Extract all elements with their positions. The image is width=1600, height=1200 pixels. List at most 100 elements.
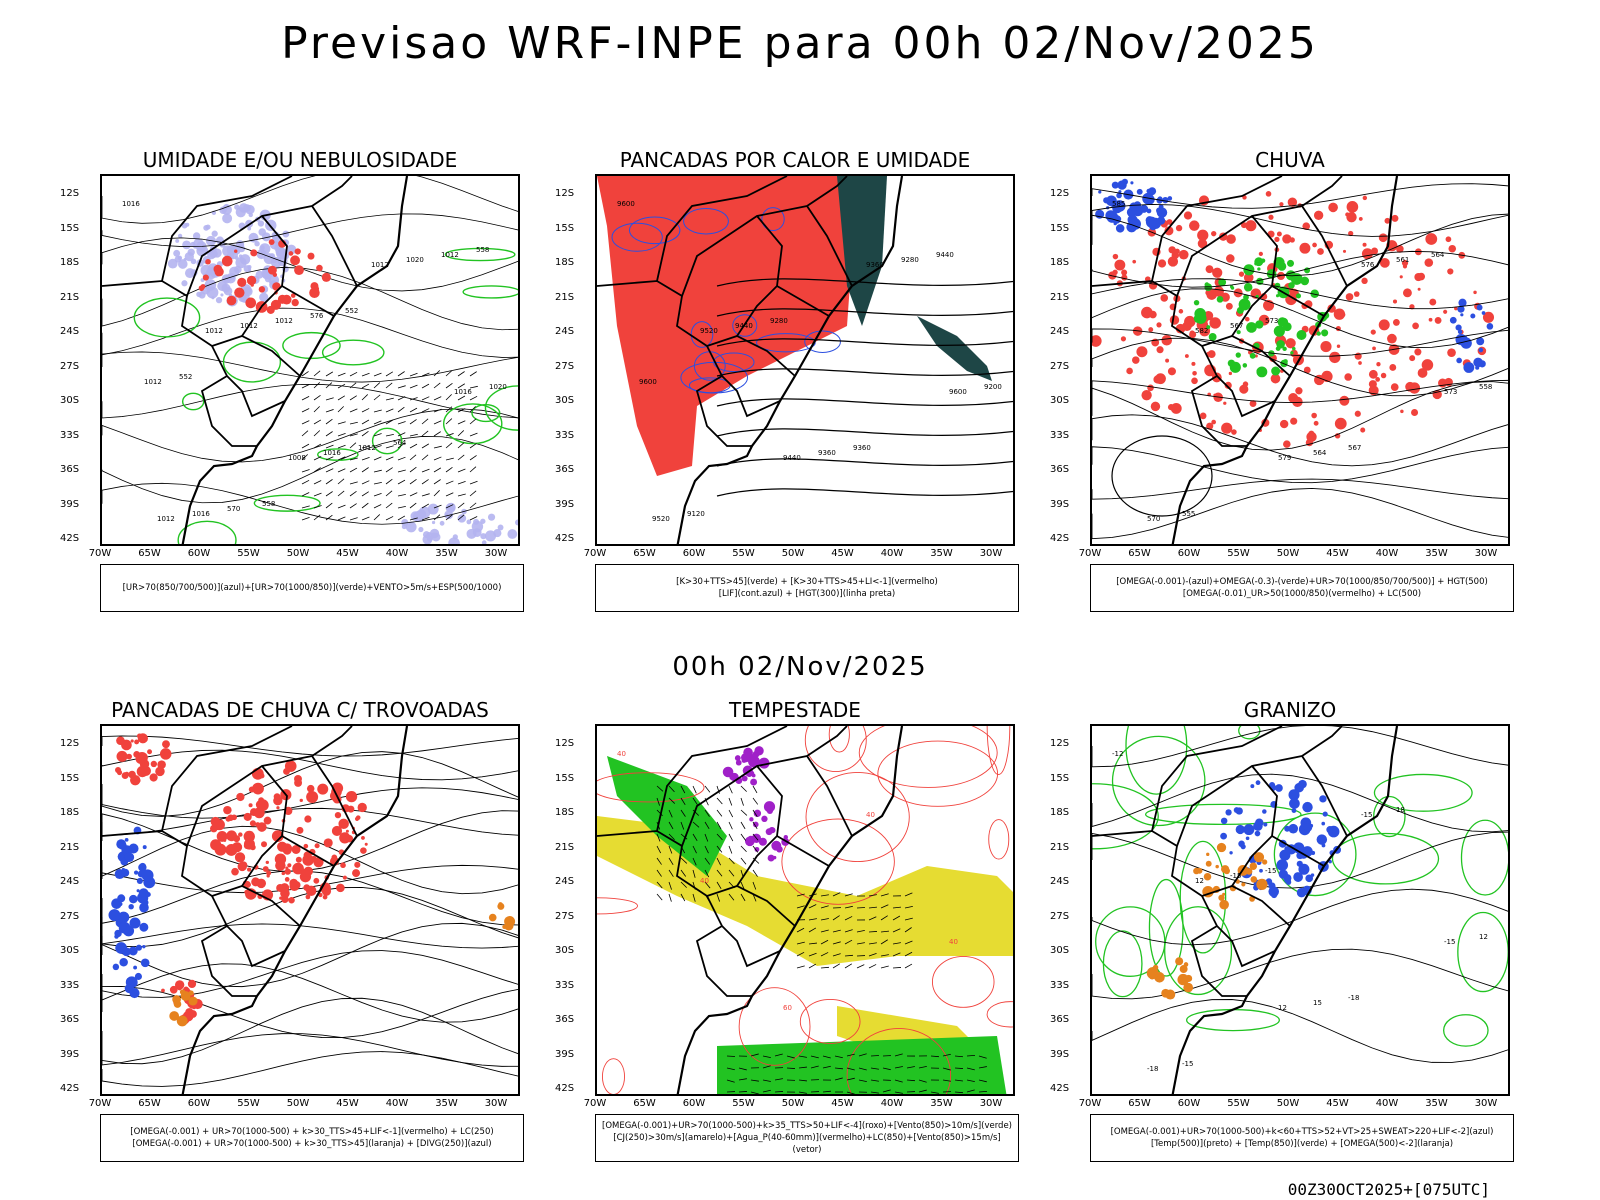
wind-vector <box>656 785 664 792</box>
rain-area-red <box>1092 335 1102 347</box>
rain-area-red <box>1197 238 1208 249</box>
rain-area-blue <box>1116 192 1122 199</box>
wind-vector <box>942 1067 951 1071</box>
latitude-tick: 18S <box>60 807 80 818</box>
longitude-tick: 55W <box>237 548 260 559</box>
wind-vector <box>409 454 417 461</box>
humidity-high-levels <box>457 514 467 523</box>
rain-area-red <box>1392 318 1400 326</box>
rain-area-red <box>1121 269 1128 276</box>
rain-area-red <box>1206 422 1214 430</box>
wind-vector <box>469 395 478 401</box>
omega-area-orange <box>1222 892 1226 896</box>
precipitable-water-contour <box>805 771 910 862</box>
wind-vector <box>421 503 430 509</box>
rain-area-red <box>1401 259 1409 267</box>
rain-area-red <box>1226 234 1236 244</box>
longitude-tick: 50W <box>286 1098 310 1109</box>
wind-vector <box>704 809 710 817</box>
wind-vector <box>892 915 901 921</box>
wind-vector <box>409 517 418 521</box>
contour-label: 573 <box>1265 317 1278 325</box>
latitude-tick: 27S <box>1050 360 1070 372</box>
omega-area-orange <box>1196 867 1203 874</box>
wind-vector <box>337 395 346 401</box>
contour-label: 1008 <box>288 454 306 462</box>
wind-vector <box>822 1090 831 1093</box>
rain-area-red <box>1191 377 1198 385</box>
longitude-tick: 35W <box>1425 1098 1448 1109</box>
rain-area-red <box>1327 304 1336 313</box>
wind-vector <box>918 1079 927 1083</box>
wind-vector <box>313 480 322 485</box>
forecast-map[interactable]: -12 12 12 -15 -15 -18 -15 15 18 12 -15 -15 -18 <box>1090 724 1510 1096</box>
divergence-area-blue <box>141 899 149 907</box>
latitude-tick: 42S <box>60 1083 80 1094</box>
divergence-area-blue <box>136 877 143 885</box>
wind-vector <box>445 433 454 437</box>
contour-label: 9120 <box>687 510 705 518</box>
omega-area-orange <box>1184 974 1193 983</box>
hail-area-blue <box>1263 822 1268 827</box>
wind-vector <box>668 857 674 866</box>
latitude-tick: 18S <box>555 807 575 818</box>
thunderstorm-area-red <box>251 877 261 887</box>
forecast-map[interactable]: 9600 9520 9440 9360 9600 9520 9440 9360 9280 9200… <box>595 174 1015 546</box>
wind-vector <box>786 1055 795 1059</box>
forecast-map[interactable]: 585 582 579 576 573 570 567 564 561 558 555 573 567 5… <box>1090 174 1510 546</box>
wind-vector <box>704 833 709 842</box>
contour-label: 9600 <box>639 378 657 386</box>
thunderstorm-area-red <box>266 874 270 878</box>
rain-area-red <box>1334 417 1347 430</box>
rain-area-red <box>1362 195 1368 201</box>
wind-vector <box>738 1067 747 1071</box>
humidity-high-levels <box>427 503 439 515</box>
streamline <box>1092 337 1508 397</box>
humidity-high-levels <box>514 519 518 526</box>
divergence-area-blue <box>139 922 149 932</box>
rain-area-red <box>1384 217 1391 224</box>
wind-vector <box>469 406 476 413</box>
streamline <box>102 963 518 1023</box>
longitude-tick: 55W <box>1227 548 1250 559</box>
thunderstorm-area-red <box>163 751 170 758</box>
wind-vector <box>325 479 333 485</box>
forecast-map[interactable] <box>100 724 520 1096</box>
rain-area-red <box>1165 358 1170 363</box>
latitude-tick: 30S <box>555 395 575 406</box>
thunderstorm-area-red <box>322 894 328 900</box>
wind-vector <box>728 845 733 854</box>
wind-vector <box>820 929 829 933</box>
contour-label: -15 <box>1361 811 1372 819</box>
thunderstorm-area-red <box>284 760 297 772</box>
thunderstorm-area-red <box>161 988 165 993</box>
forecast-map[interactable]: 1016 1012 1008 1012 1016 1012 1012 1016 1020 1020… <box>100 174 520 546</box>
wind-vector <box>433 467 442 473</box>
latitude-tick: 39S <box>555 498 575 510</box>
thunderstorm-area-red <box>281 871 286 876</box>
rain-area-green <box>1238 298 1251 311</box>
thunderstorm-area-red <box>247 867 252 872</box>
contour-label: 12 <box>1479 933 1488 941</box>
latitude-tick: 39S <box>1050 498 1070 510</box>
divergence-area-blue <box>145 891 151 898</box>
forecast-map[interactable]: 40 40 60 40 40 <box>595 724 1015 1096</box>
rain-area-red <box>1249 400 1257 407</box>
rain-area-red <box>1265 191 1272 197</box>
longitude-tick: 50W <box>1276 1098 1300 1109</box>
wind-vector <box>752 785 758 794</box>
wind-vector <box>385 516 394 521</box>
wind-vector <box>846 1077 855 1081</box>
wind-vector <box>469 371 477 377</box>
country-border <box>776 285 830 317</box>
omega-area-orange <box>1157 977 1162 981</box>
temp850-contour <box>1373 795 1406 838</box>
wind-vector <box>385 408 394 413</box>
wind-vector <box>337 372 346 377</box>
hail-area-blue <box>1319 795 1327 803</box>
latitude-tick: 21S <box>1050 291 1070 303</box>
wind-vector <box>397 371 405 377</box>
hail-area-blue <box>1302 801 1313 813</box>
wind-vector <box>445 457 454 461</box>
wind-vector <box>680 881 687 888</box>
